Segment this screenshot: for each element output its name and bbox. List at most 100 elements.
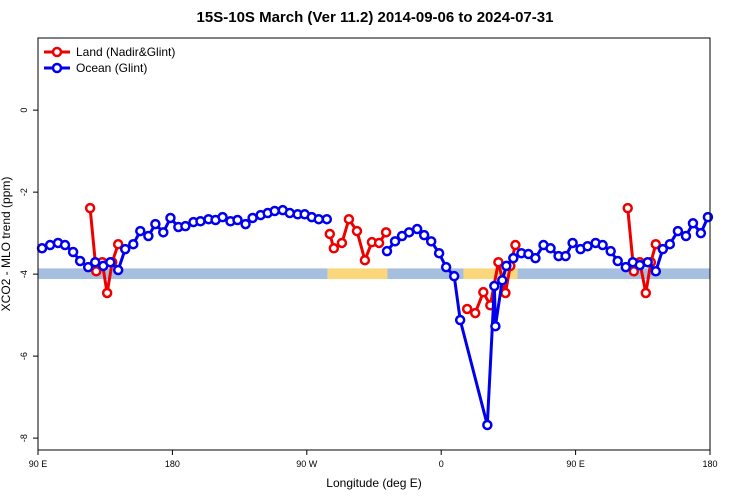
data-point [128,238,139,250]
data-point [433,247,445,259]
y-tick-label: -8 [19,434,29,442]
data-point [380,227,392,238]
data-point [478,286,489,298]
data-point [664,238,676,250]
x-tick-label: 90 E [566,459,585,469]
data-point [336,237,348,249]
y-tick-label: 0 [19,108,29,113]
x-tick-label: 180 [165,459,180,469]
data-point [454,314,466,326]
data-point [195,215,206,227]
data-point [119,243,131,255]
data-point [67,246,79,258]
data-point [89,256,101,268]
legend-label: Land (Nadir&Glint) [76,45,175,59]
data-point [373,237,385,249]
x-tick-label: 0 [439,459,444,469]
data-point [510,239,521,251]
y-axis-label: XCO2 - MLO trend (ppm) [0,177,13,312]
plot-frame [37,37,711,451]
background-band [38,268,328,280]
data-point [158,227,169,238]
data-point [597,239,608,251]
data-point [112,238,124,250]
data-point [469,307,481,319]
x-axis-label: Longitude (deg E) [326,476,421,490]
data-point [672,225,684,237]
data-point [482,419,493,431]
data-point [359,254,371,266]
data-point [582,241,593,252]
data-point [232,214,243,226]
data-point [247,212,258,224]
data-point [530,252,541,264]
data-point [489,280,500,292]
data-point [493,256,504,268]
data-point [284,207,296,219]
data-point [135,225,146,237]
data-point [217,211,228,223]
x-tick-label: 90 E [29,459,48,469]
data-point [425,236,437,247]
y-tick-label: -2 [19,188,29,196]
data-point [650,238,662,250]
data-point [620,261,632,273]
data-point [313,213,324,225]
data-point [389,236,401,247]
data-point [411,223,423,235]
data-point [605,245,616,257]
data-point [612,255,623,267]
data-point [695,227,707,239]
y-tick-label: -6 [19,352,29,360]
data-point [36,243,48,254]
data-point [180,220,191,232]
background-band [387,268,464,280]
data-point [351,225,363,237]
data-point [324,228,336,240]
data-point [150,218,161,230]
data-point [650,266,662,277]
data-point [112,264,124,276]
data-point [84,202,96,214]
x-tick-label: 180 [702,459,717,469]
data-point [642,256,653,268]
data-point [59,239,71,251]
data-point [82,261,94,273]
data-point [687,218,699,229]
data-point [680,230,692,242]
data-point [545,243,556,254]
x-tick-label: 90 W [296,459,318,469]
background-band [517,268,710,280]
data-point [640,287,652,299]
data-point [105,256,116,268]
data-point [403,227,415,238]
data-point [269,205,280,217]
legend-label: Ocean (Glint) [76,61,147,75]
background-band [463,268,518,280]
data-point [165,212,176,224]
data-point [497,275,508,286]
y-tick-label: -4 [19,270,29,278]
data-point [101,287,113,299]
data-point [490,320,501,332]
data-point [74,255,86,267]
data-point [500,287,511,299]
data-point [448,270,460,282]
data-point [657,243,669,255]
data-point [440,261,452,273]
data-point [321,213,333,225]
data-point [343,213,355,225]
data-point [143,230,154,242]
background-band [327,268,388,280]
data-point [508,252,519,264]
data-point [240,218,251,230]
data-point [702,211,714,223]
data-point [381,245,393,257]
chart-title: 15S-10S March (Ver 11.2) 2014-09-06 to 2… [197,9,554,26]
data-point [501,260,512,272]
data-point [567,237,578,249]
data-point [461,303,473,315]
data-point [560,250,571,262]
